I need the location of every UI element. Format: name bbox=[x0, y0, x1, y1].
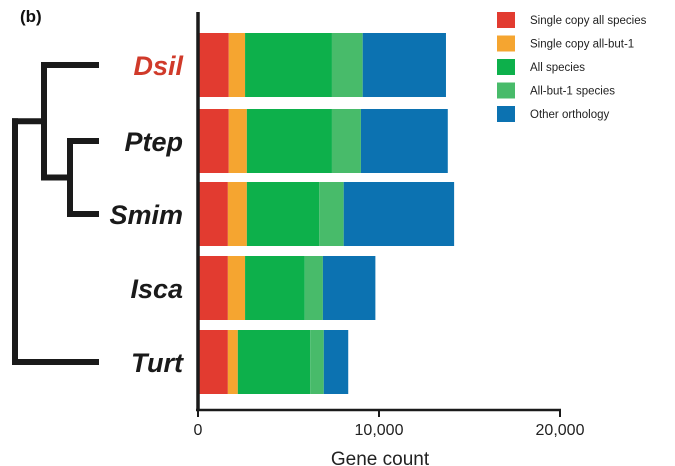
legend-swatch-1 bbox=[497, 12, 515, 28]
bars-layer bbox=[198, 33, 455, 394]
bar-dsil-segment-4 bbox=[331, 33, 363, 97]
bar-group-smim bbox=[198, 182, 455, 246]
bar-ptep-segment-2 bbox=[228, 109, 247, 173]
bar-smim-segment-1 bbox=[198, 182, 228, 246]
x-tick-label: 10,000 bbox=[355, 422, 404, 439]
bar-isca-segment-3 bbox=[245, 256, 305, 320]
bar-ptep-segment-3 bbox=[246, 109, 332, 173]
bar-group-dsil bbox=[198, 33, 446, 97]
legend-label-5: Other orthology bbox=[530, 109, 610, 121]
bar-dsil-segment-1 bbox=[198, 33, 229, 97]
bar-ptep-segment-4 bbox=[331, 109, 361, 173]
bar-isca-segment-1 bbox=[198, 256, 228, 320]
bar-ptep-segment-5 bbox=[360, 109, 448, 173]
species-label-turt: Turt bbox=[131, 348, 184, 378]
bar-turt-segment-2 bbox=[227, 330, 238, 394]
species-label-isca: Isca bbox=[130, 274, 183, 304]
bar-group-isca bbox=[198, 256, 376, 320]
bar-ptep-segment-1 bbox=[198, 109, 229, 173]
bar-group-turt bbox=[198, 330, 349, 394]
legend-label-3: All species bbox=[530, 62, 585, 74]
legend-label-2: Single copy all-but-1 bbox=[530, 39, 634, 51]
x-axis-label: Gene count bbox=[331, 449, 430, 466]
bar-turt-segment-3 bbox=[237, 330, 311, 394]
legend-swatch-3 bbox=[497, 59, 515, 75]
x-tick-label: 20,000 bbox=[536, 422, 585, 439]
phylogenetic-tree bbox=[12, 62, 99, 365]
panel-label: (b) bbox=[20, 7, 42, 26]
bar-turt-segment-1 bbox=[198, 330, 228, 394]
bar-smim-segment-5 bbox=[343, 182, 455, 246]
bar-turt-segment-5 bbox=[323, 330, 349, 394]
legend-label-4: All-but-1 species bbox=[530, 86, 615, 98]
legend-swatch-2 bbox=[497, 35, 515, 52]
bar-isca-segment-5 bbox=[322, 256, 376, 320]
bar-turt-segment-4 bbox=[310, 330, 324, 394]
bar-dsil-segment-3 bbox=[245, 33, 332, 97]
bar-dsil-segment-2 bbox=[228, 33, 246, 97]
x-tick-label: 0 bbox=[194, 422, 203, 439]
legend-label-1: Single copy all species bbox=[530, 15, 647, 27]
species-labels: Dsil Ptep Smim Isca Turt bbox=[109, 51, 184, 378]
species-label-ptep: Ptep bbox=[124, 127, 183, 157]
legend: Single copy all species Single copy all-b… bbox=[497, 12, 647, 122]
bar-dsil-segment-5 bbox=[362, 33, 446, 97]
bar-smim-segment-4 bbox=[319, 182, 344, 246]
bar-smim-segment-2 bbox=[227, 182, 247, 246]
bar-isca-segment-2 bbox=[227, 256, 246, 320]
x-axis: 0 10,000 20,000 bbox=[194, 12, 585, 439]
bar-isca-segment-4 bbox=[304, 256, 323, 320]
legend-swatch-5 bbox=[497, 106, 515, 122]
legend-swatch-4 bbox=[497, 82, 515, 99]
species-label-smim: Smim bbox=[109, 200, 183, 230]
bar-smim-segment-3 bbox=[246, 182, 320, 246]
bar-group-ptep bbox=[198, 109, 448, 173]
species-label-dsil: Dsil bbox=[133, 51, 183, 81]
